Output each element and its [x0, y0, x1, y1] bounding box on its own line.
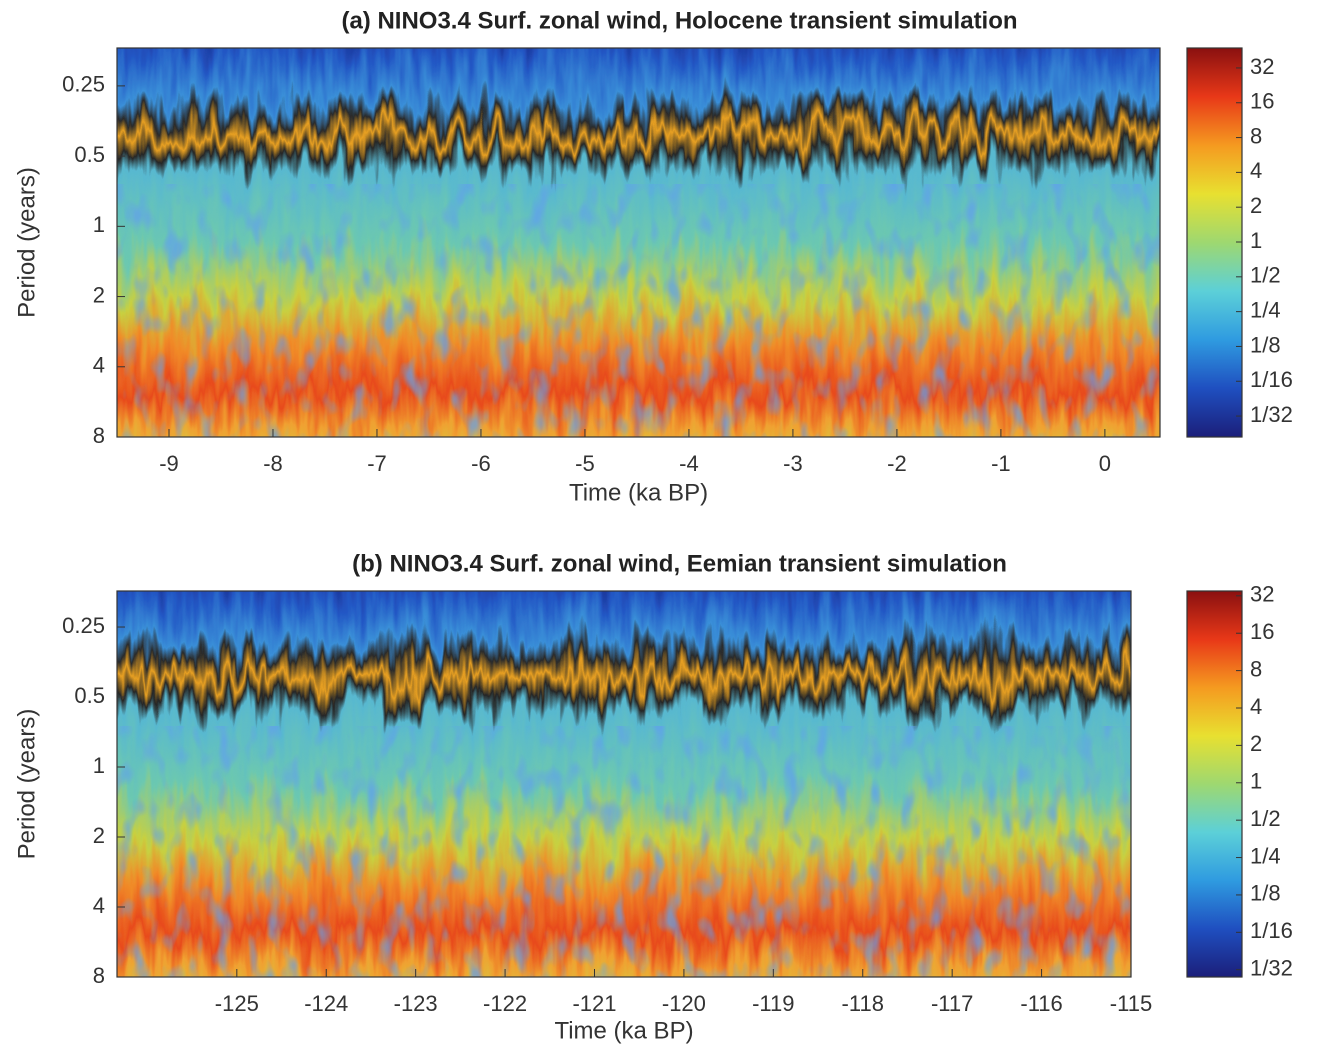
- colorbar-tick-label: 8: [1250, 123, 1262, 148]
- x-tick-label: -9: [159, 451, 179, 476]
- x-tick-label: -116: [1020, 991, 1062, 1016]
- x-tick-label: -122: [483, 991, 527, 1016]
- wavelet-field: [117, 48, 1160, 437]
- y-tick-label: 8: [93, 423, 105, 448]
- y-tick-label: 0.25: [62, 613, 105, 638]
- colorbar-tick-label: 1/2: [1250, 806, 1281, 831]
- colorbar-tick-label: 1/4: [1250, 297, 1281, 322]
- y-tick-label: 0.5: [74, 142, 105, 167]
- colorbar-tick-label: 2: [1250, 193, 1262, 218]
- colorbar-tick-label: 2: [1250, 731, 1262, 756]
- x-tick-label: -118: [842, 991, 884, 1016]
- x-tick-label: -124: [304, 991, 348, 1016]
- colorbar-tick-label: 1/2: [1250, 263, 1281, 288]
- colorbar-tick-label: 16: [1250, 89, 1274, 114]
- y-tick-label: 0.5: [74, 683, 105, 708]
- colorbar-tick-label: 1/32: [1250, 956, 1293, 981]
- colorbar-tick-label: 1/8: [1250, 881, 1281, 906]
- x-tick-label: -119: [752, 991, 794, 1016]
- y-tick-label: 1: [93, 753, 105, 778]
- colorbar-tick-label: 4: [1250, 158, 1262, 183]
- plot-frame: [116, 590, 1132, 978]
- y-tick-label: 2: [93, 282, 105, 307]
- x-tick-label: -120: [662, 991, 706, 1016]
- colorbar: [1186, 590, 1243, 978]
- x-tick-label: -117: [931, 991, 973, 1016]
- chart-title: (b) NINO3.4 Surf. zonal wind, Eemian tra…: [352, 550, 1007, 577]
- x-tick-label: -4: [679, 451, 699, 476]
- y-tick-label: 1: [93, 212, 105, 237]
- y-tick-label: 0.25: [62, 72, 105, 97]
- x-tick-label: -8: [263, 451, 283, 476]
- y-axis-label: Period (years): [13, 709, 40, 860]
- y-tick-label: 4: [93, 353, 105, 378]
- colorbar-tick-label: 1/16: [1250, 918, 1293, 943]
- colorbar-tick-label: 4: [1250, 694, 1262, 719]
- colorbar-tick-label: 32: [1250, 54, 1274, 79]
- y-tick-label: 4: [93, 893, 105, 918]
- colorbar-tick-label: 8: [1250, 656, 1262, 681]
- x-tick-label: -125: [215, 991, 259, 1016]
- field-spots: [117, 184, 1160, 437]
- x-tick-label: -7: [367, 451, 387, 476]
- y-axis-label: Period (years): [13, 167, 40, 318]
- x-axis-label: Time (ka BP): [569, 479, 708, 506]
- colorbar-tick-label: 32: [1250, 582, 1274, 607]
- y-tick-label: 2: [93, 823, 105, 848]
- y-tick-label: 8: [93, 963, 105, 988]
- field-spots: [117, 726, 1131, 977]
- plot-frame: [116, 47, 1161, 438]
- x-tick-label: -3: [783, 451, 803, 476]
- x-tick-label: 0: [1099, 451, 1111, 476]
- x-tick-label: -1: [991, 451, 1011, 476]
- colorbar-tick-label: 1/8: [1250, 332, 1281, 357]
- x-tick-label: -123: [394, 991, 438, 1016]
- colorbar-tick-label: 1/4: [1250, 843, 1281, 868]
- colorbar: [1186, 47, 1243, 438]
- chart-title: (a) NINO3.4 Surf. zonal wind, Holocene t…: [341, 7, 1017, 34]
- x-tick-label: -6: [471, 451, 491, 476]
- x-axis-label: Time (ka BP): [554, 1017, 693, 1044]
- x-tick-label: -121: [572, 991, 616, 1016]
- colorbar-tick-label: 1: [1250, 228, 1262, 253]
- colorbar-tick-label: 1: [1250, 769, 1262, 794]
- colorbar-tick-label: 1/16: [1250, 367, 1293, 392]
- x-tick-label: -2: [887, 451, 907, 476]
- colorbar-tick-label: 1/32: [1250, 402, 1293, 427]
- wavelet-field: [117, 591, 1131, 977]
- x-tick-label: -5: [575, 451, 595, 476]
- x-tick-label: -115: [1110, 991, 1152, 1016]
- colorbar-tick-label: 16: [1250, 619, 1274, 644]
